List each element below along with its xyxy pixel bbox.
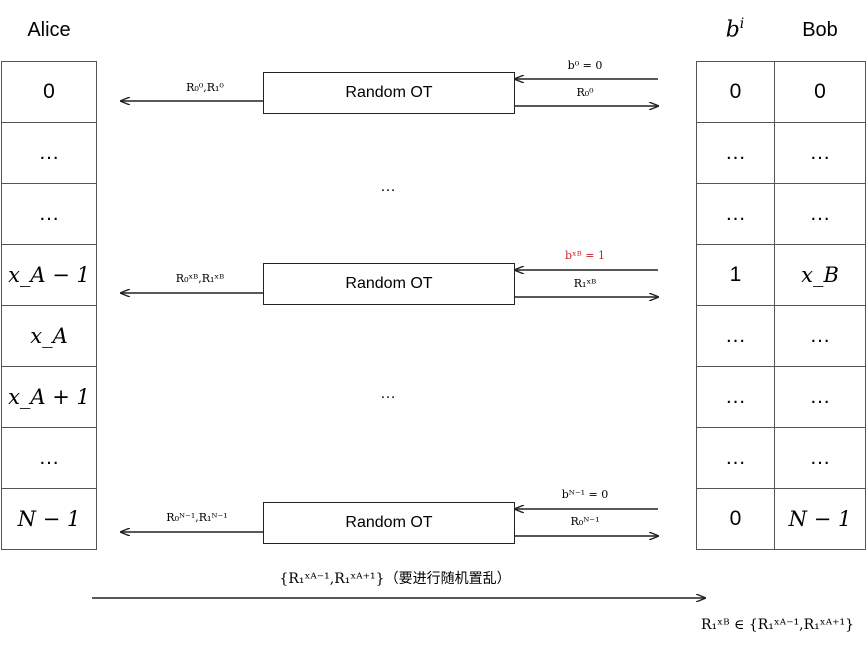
ot1-received-label: R₀⁰ [576, 86, 594, 99]
middle-ellipsis-2: … [380, 385, 396, 402]
alice-cell-0: 0 [1, 61, 97, 123]
ot1-output-label: R₀⁰,R₁⁰ [186, 81, 224, 94]
alice-cell-5: x_A + 1 [1, 366, 97, 428]
bob-cell-5: … [774, 366, 866, 428]
bob-header: Bob [802, 19, 838, 41]
bit-cell-7: 0 [696, 488, 775, 550]
bit-cell-4: … [696, 305, 775, 367]
ot3-output-label: R₀ᴺ⁻¹,R₁ᴺ⁻¹ [166, 511, 228, 524]
alice-cell-4: x_A [1, 305, 97, 367]
random-ot-box-1: Random OT [263, 72, 515, 114]
bit-cell-2: … [696, 183, 775, 245]
middle-ellipsis-1: … [380, 178, 396, 195]
bob-cell-7: N − 1 [774, 488, 866, 550]
bit-header-base: b [725, 17, 740, 43]
bob-cell-1: … [774, 122, 866, 184]
bob-cell-3: x_B [774, 244, 866, 306]
bit-header-superscript: i [739, 16, 745, 32]
bit-header: bi [696, 16, 774, 42]
bob-cell-6: … [774, 427, 866, 489]
alice-cell-3: x_A − 1 [1, 244, 97, 306]
bit-cell-3: 1 [696, 244, 775, 306]
bob-cell-0: 0 [774, 61, 866, 123]
bit-cell-5: … [696, 366, 775, 428]
bit-cell-1: … [696, 122, 775, 184]
random-ot-box-2: Random OT [263, 263, 515, 305]
result-label: R₁ˣᴮ ∈ {R₁ˣᴬ⁻¹,R₁ˣᴬ⁺¹} [700, 617, 854, 633]
ot2-output-label: R₀ˣᴮ,R₁ˣᴮ [175, 272, 225, 285]
alice-cell-6: … [1, 427, 97, 489]
alice-cell-7: N − 1 [1, 488, 97, 550]
alice-header: Alice [27, 19, 71, 41]
ot3-received-label: R₀ᴺ⁻¹ [570, 515, 600, 528]
ot1-choice-label: b⁰ = 0 [567, 59, 603, 72]
alice-cell-2: … [1, 183, 97, 245]
ot2-received-label: R₁ˣᴮ [573, 277, 597, 290]
ot3-choice-label: bᴺ⁻¹ = 0 [561, 488, 609, 501]
ot2-choice-label: bˣᴮ = 1 [564, 249, 605, 262]
random-ot-box-3: Random OT [263, 502, 515, 544]
bottom-message-label: {R₁ˣᴬ⁻¹,R₁ˣᴬ⁺¹}（要进行随机置乱） [279, 571, 511, 587]
bit-cell-0: 0 [696, 61, 775, 123]
bit-cell-6: … [696, 427, 775, 489]
